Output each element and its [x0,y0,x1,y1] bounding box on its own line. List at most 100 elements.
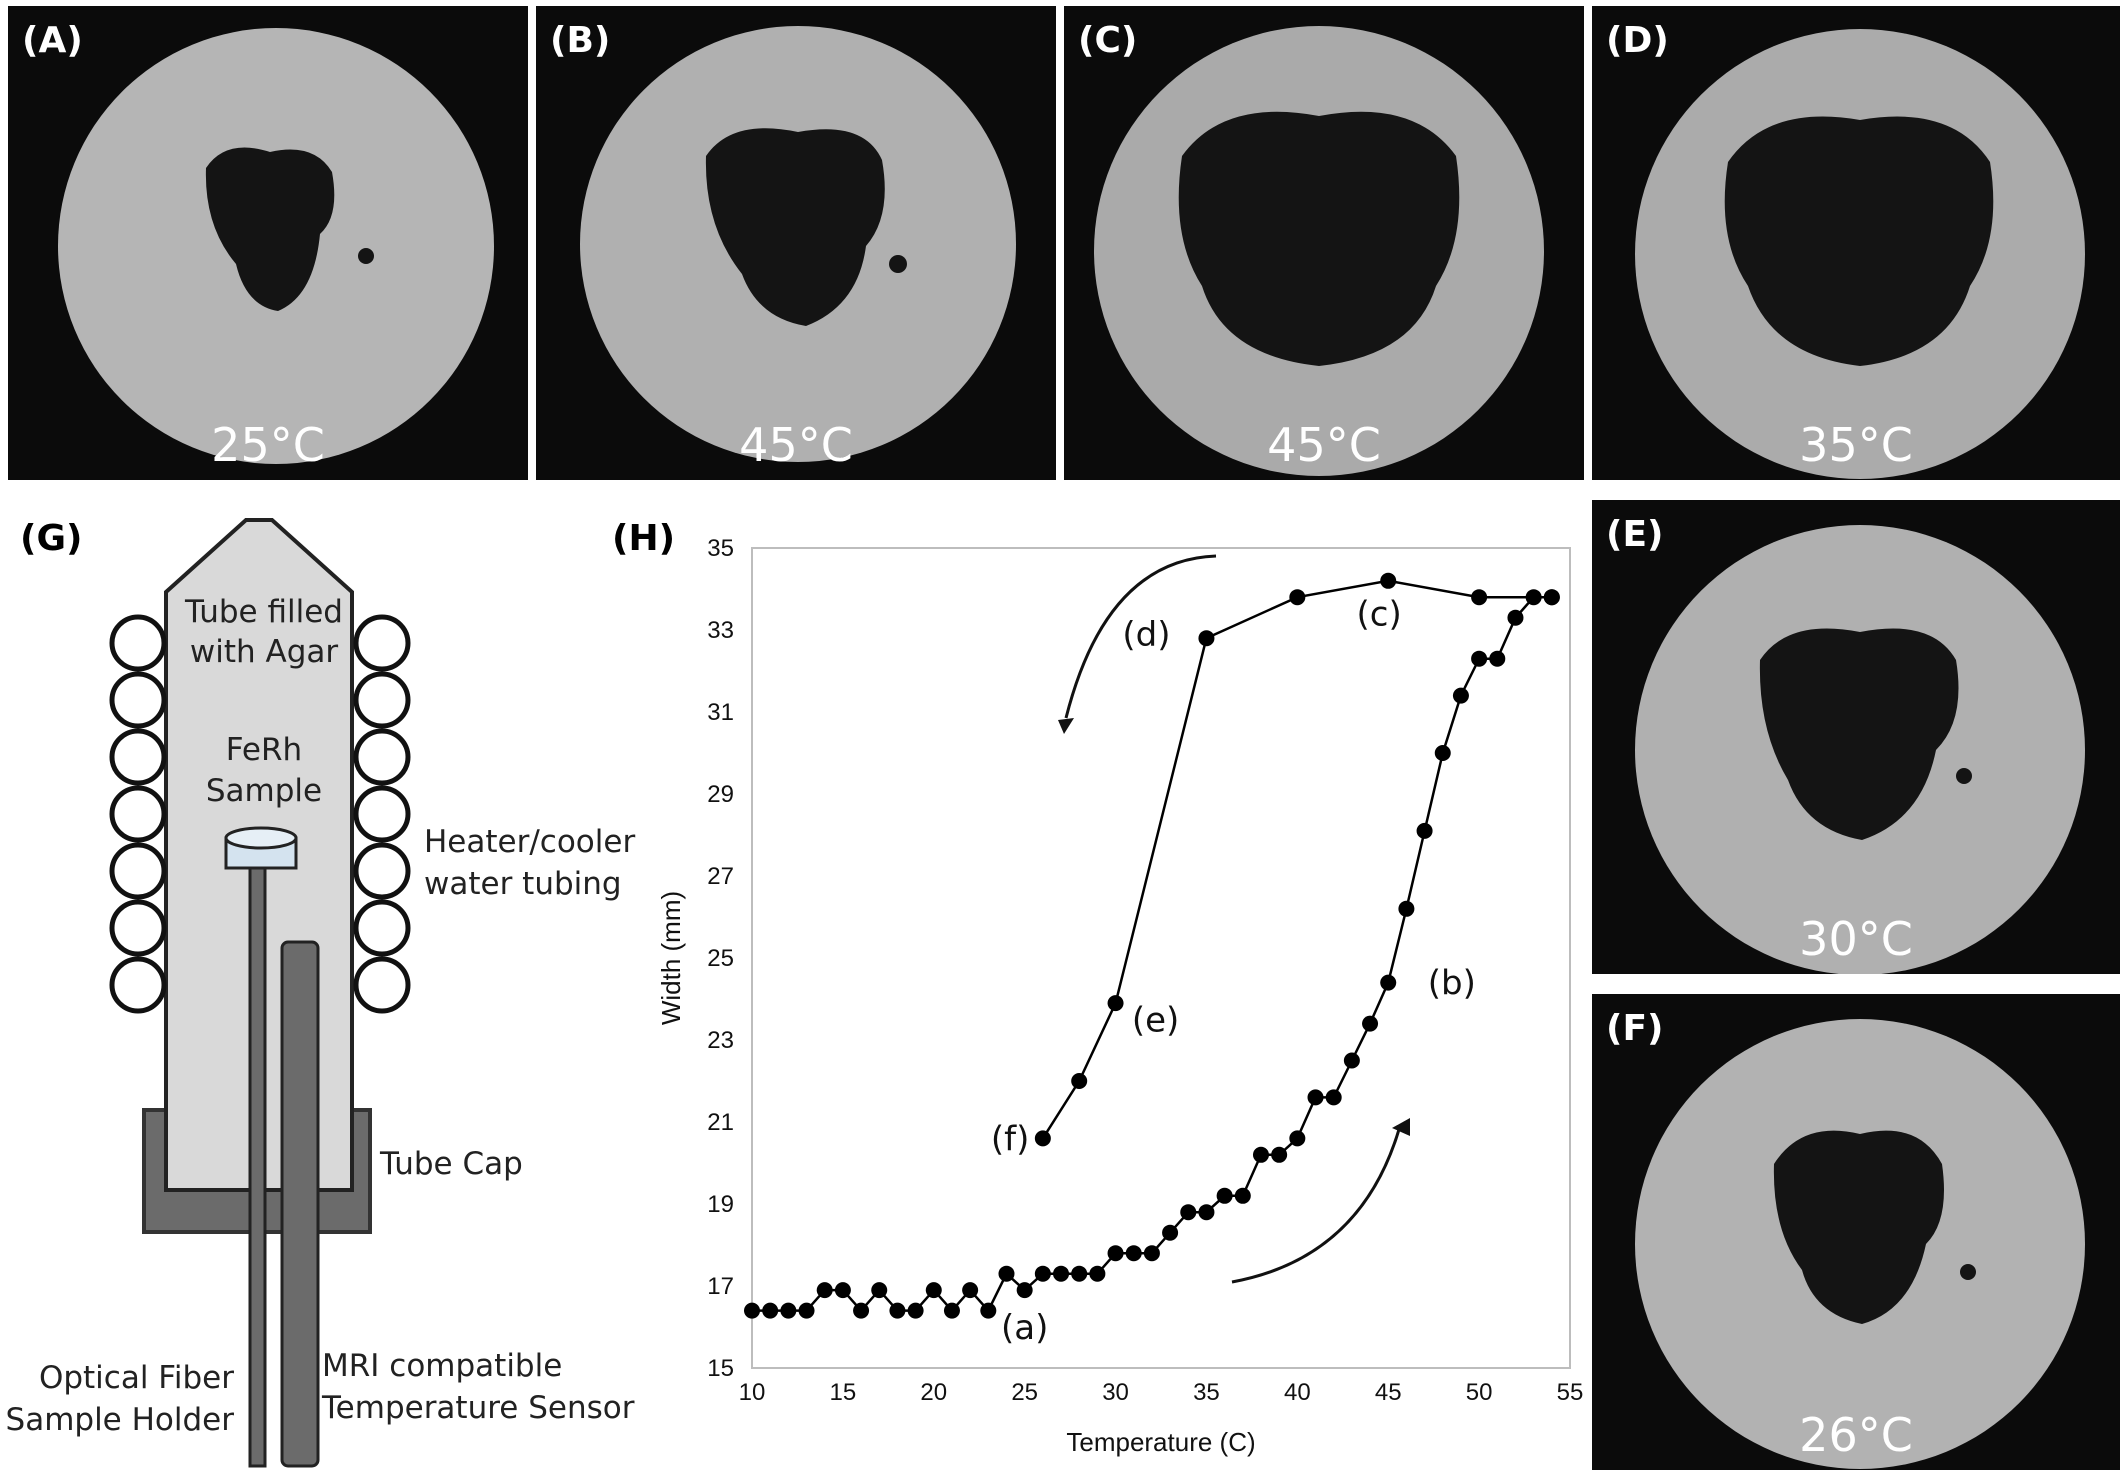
y-tick-label: 27 [707,863,734,890]
data-point [834,1282,851,1299]
data-point [925,1282,942,1299]
x-tick-label: 15 [830,1379,857,1406]
tube-label-line1: Tube filled [184,594,343,630]
data-point [1325,1089,1342,1106]
data-point [1034,1130,1051,1147]
point-annotation: (a) [1001,1308,1048,1348]
data-point [1471,650,1488,667]
data-point [1198,1204,1215,1221]
data-point [1053,1265,1070,1282]
fiber-label-line1: Optical Fiber [39,1360,234,1396]
data-point [762,1302,779,1319]
data-point [980,1302,997,1319]
y-tick-label: 17 [707,1273,734,1300]
point-annotation: (b) [1428,964,1476,1004]
panel-temperature-e: 30°C [1799,912,1913,966]
data-point [744,1302,760,1319]
heating-arrowhead [1392,1118,1410,1136]
x-tick-label: 30 [1102,1379,1129,1406]
temperature-sensor [280,940,320,1468]
ferh-sample [224,826,298,870]
y-tick-label: 21 [707,1109,734,1136]
data-point [1034,1265,1051,1282]
data-point [1507,609,1524,626]
point-annotation: (c) [1357,595,1402,635]
point-annotation: (e) [1132,1001,1179,1041]
x-tick-label: 35 [1193,1379,1220,1406]
panel-temperature-c: 45°C [1267,418,1381,472]
cooling-direction-arrow [1064,554,1217,719]
panel-temperature-b: 45°C [739,418,853,472]
cooling-arrowhead [1058,718,1074,734]
data-point [1343,1052,1360,1069]
mri-panel-c: (C) 45°C [1064,6,1584,480]
data-point [1416,822,1433,839]
y-tick-label: 25 [707,945,734,972]
panel-label-d: (D) [1606,20,1669,61]
mri-image-c [1094,26,1544,476]
panel-temperature-d: 35°C [1799,418,1913,472]
sample-label-line1: FeRh [226,732,302,768]
data-point [1252,1146,1269,1163]
sensor-label-line2: Temperature Sensor [321,1390,635,1426]
mri-image-d [1635,29,2085,479]
panel-label-c: (C) [1078,20,1138,61]
data-point [1016,1282,1033,1299]
data-point [1234,1187,1251,1204]
data-point [1380,974,1397,991]
panel-label-e: (E) [1606,514,1664,555]
setup-diagram: Tube filled with Agar FeRh Sample Heater… [6,518,635,1468]
y-tick-label: 33 [707,617,734,644]
y-tick-label: 35 [707,535,734,562]
data-point [1143,1245,1160,1262]
panel-temperature-f: 26°C [1799,1408,1913,1462]
panel-label-f: (F) [1606,1008,1664,1049]
data-point [1434,745,1451,761]
x-tick-label: 25 [1011,1379,1038,1406]
data-point [1198,630,1215,647]
y-tick-label: 31 [707,699,734,726]
data-point [1107,1245,1124,1262]
data-point [1471,589,1488,606]
data-point [1489,650,1506,667]
y-tick-label: 19 [707,1191,734,1218]
diagram-panel-label: (G) [20,518,83,559]
data-point [871,1282,888,1299]
mri-image-f [1635,1019,2085,1469]
heating-direction-arrow [1231,1125,1402,1284]
data-point [1107,995,1124,1012]
data-point [1289,1130,1306,1147]
data-point [1071,1265,1088,1282]
data-point [1525,589,1542,606]
data-point [1271,1146,1288,1163]
fiber-label-line2: Sample Holder [6,1402,235,1438]
x-tick-label: 45 [1375,1379,1402,1406]
chart-panel-label: (H) [612,518,676,559]
x-tick-label: 40 [1284,1379,1311,1406]
data-point [798,1302,815,1319]
mri-image-b [580,26,1016,462]
data-point [1398,900,1415,917]
cap-label: Tube Cap [379,1146,523,1182]
mri-panel-e: (E) 30°C [1592,500,2120,974]
x-tick-label: 55 [1557,1379,1584,1406]
mri-image-a [58,28,494,464]
water-tubing-left [109,614,167,1014]
y-tick-label: 15 [707,1355,734,1382]
mri-panel-b: (B) 45°C [536,6,1056,480]
water-tubing-right [353,614,411,1014]
y-axis-title: Width (mm) [656,891,686,1025]
data-point [1380,572,1397,589]
tubing-label-line1: Heater/cooler [424,824,635,860]
data-point [1125,1245,1142,1262]
data-point [907,1302,924,1319]
data-point [1543,589,1560,606]
data-point [943,1302,960,1319]
x-tick-label: 20 [920,1379,947,1406]
data-point [1089,1265,1106,1282]
data-point [998,1265,1015,1282]
data-point [1307,1089,1324,1106]
tubing-label-line2: water tubing [424,866,622,902]
data-point [816,1282,833,1299]
data-point [1289,589,1306,606]
